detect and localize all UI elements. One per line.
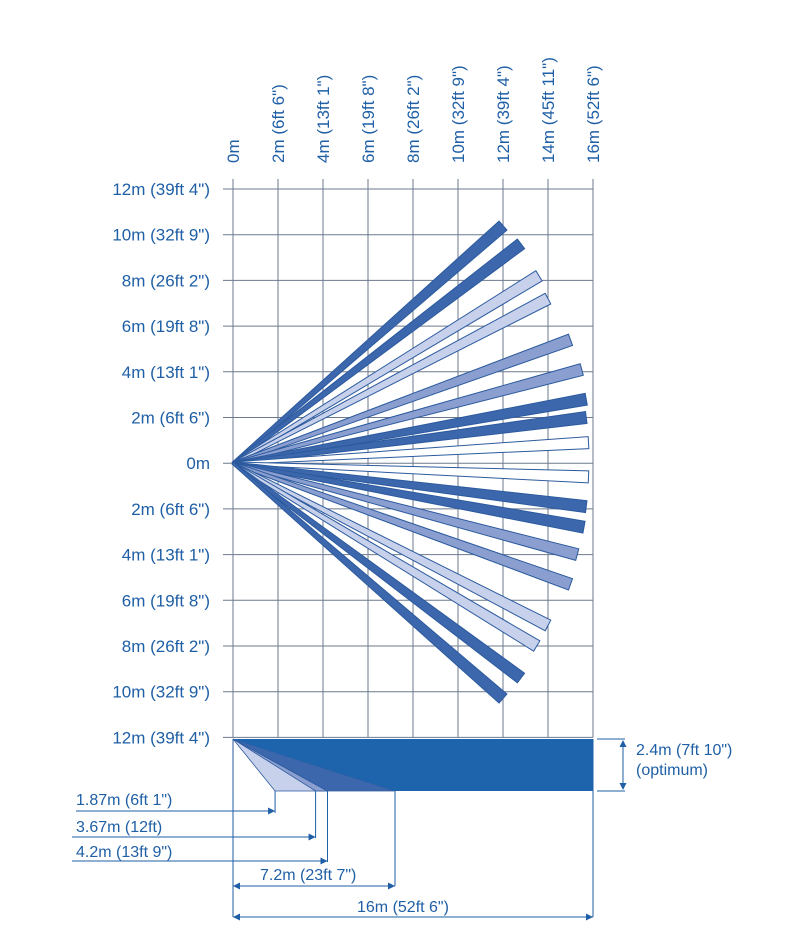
left-axis-label: 8m (26ft 2") [122, 271, 210, 290]
dimension-arrowhead [268, 807, 276, 815]
distance-label-5: 16m (52ft 6") [357, 899, 449, 916]
height-label: 2.4m (7ft 10") [636, 742, 732, 759]
left-axis-label: 6m (19ft 8") [122, 317, 210, 336]
detection-beams [231, 220, 590, 704]
dimension-arrowhead [308, 833, 316, 841]
top-axis-label: 10m (32ft 9") [449, 65, 468, 163]
left-axis-label: 4m (13ft 1") [122, 363, 210, 382]
side-view: 2.4m (7ft 10") (optimum) 1.87m (6ft 1") … [72, 738, 732, 921]
left-axis-label: 12m (39ft 4") [112, 180, 210, 199]
left-axis-labels: 12m (39ft 4") 10m (32ft 9") 8m (26ft 2") 6m… [112, 180, 210, 747]
height-note: (optimum) [636, 762, 708, 779]
top-axis-label: 12m (39ft 4") [494, 65, 513, 163]
dimension-arrowhead [320, 857, 328, 865]
side-view-zones [232, 738, 593, 792]
side-view-dimension-lines [72, 738, 627, 921]
left-axis-label: 4m (13ft 1") [122, 546, 210, 565]
detection-beam [231, 461, 508, 704]
top-axis-labels: 0m 2m (6ft 6") 4m (13ft 1") 6m (19ft 8") 8m … [224, 57, 603, 163]
dimension-arrowhead [619, 783, 627, 790]
dimension-arrowhead [586, 913, 593, 921]
left-axis-label: 10m (32ft 9") [112, 683, 210, 702]
distance-label-2: 3.67m (12ft) [76, 819, 162, 836]
left-axis-label: 10m (32ft 9") [112, 226, 210, 245]
side-zone-solid [233, 739, 593, 791]
top-axis-label: 14m (45ft 11") [539, 57, 558, 163]
dimension-arrowhead [233, 882, 240, 890]
dimension-arrowhead [233, 913, 240, 921]
top-axis-label: 0m [224, 139, 243, 163]
left-axis-label: 2m (6ft 6") [131, 500, 210, 519]
top-axis-label: 4m (13ft 1") [314, 75, 333, 163]
top-axis-label: 16m (52ft 6") [584, 65, 603, 163]
left-axis-label: 0m [186, 454, 210, 473]
dimension-arrowhead [388, 882, 395, 890]
left-axis-label: 12m (39ft 4") [112, 728, 210, 747]
top-axis-label: 2m (6ft 6") [269, 84, 288, 163]
left-axis-label: 6m (19ft 8") [122, 591, 210, 610]
distance-label-1: 1.87m (6ft 1") [76, 792, 172, 809]
top-axis-label: 6m (19ft 8") [359, 75, 378, 163]
top-axis-label: 8m (26ft 2") [404, 75, 423, 163]
left-axis-label: 2m (6ft 6") [131, 409, 210, 428]
dimension-arrowhead [619, 740, 627, 747]
distance-label-4: 7.2m (23ft 7") [260, 867, 356, 884]
left-axis-label: 8m (26ft 2") [122, 637, 210, 656]
distance-label-3: 4.2m (13ft 9") [76, 844, 172, 861]
